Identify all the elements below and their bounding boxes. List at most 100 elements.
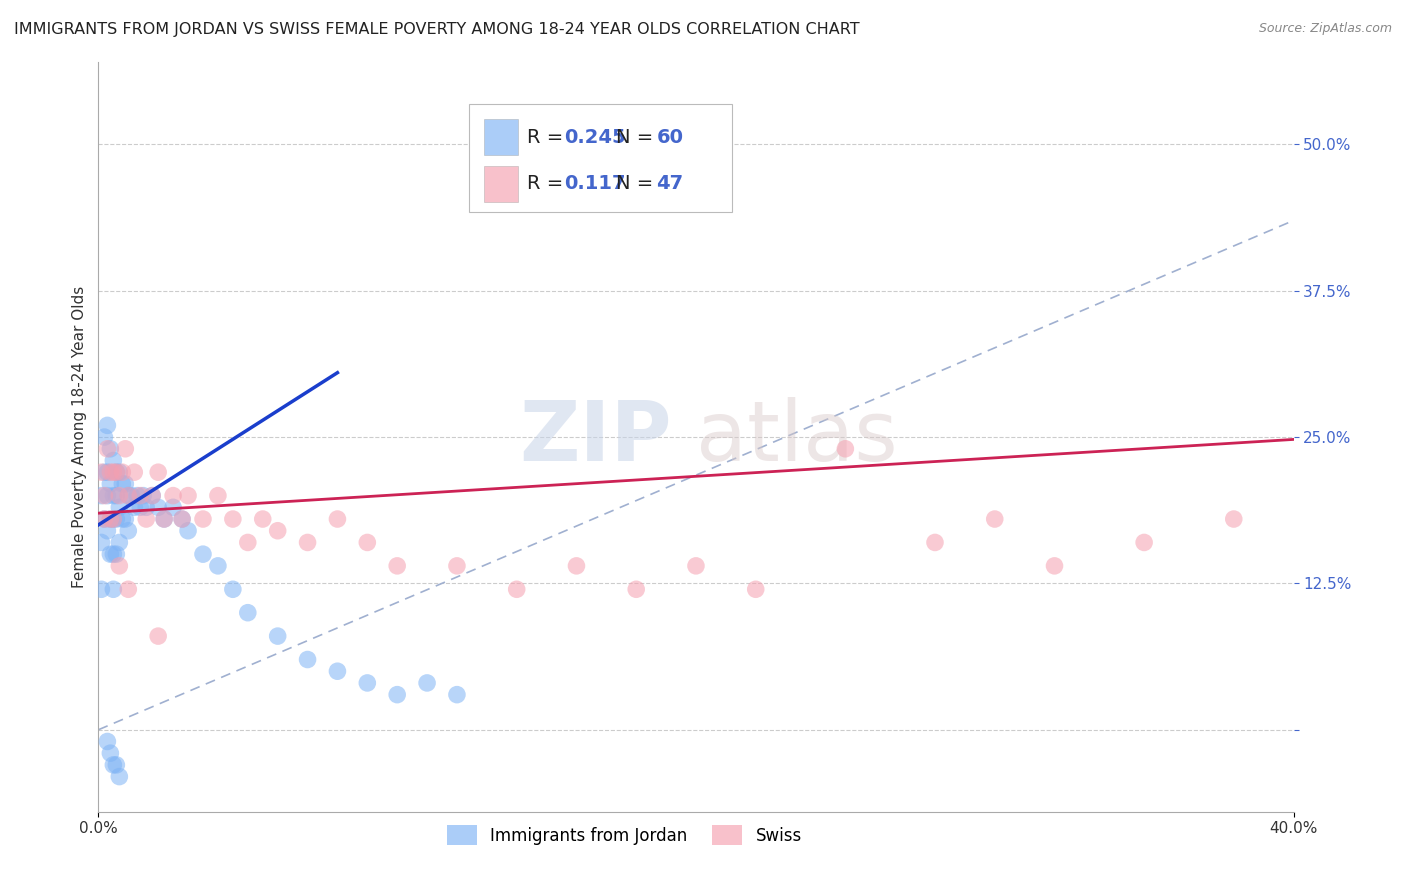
- Text: atlas: atlas: [696, 397, 897, 477]
- Point: [506, 582, 529, 597]
- Text: 60: 60: [657, 128, 683, 147]
- Point: [105, 489, 128, 503]
- Point: [96, 465, 118, 479]
- Point: [117, 489, 139, 503]
- Point: [111, 465, 134, 479]
- Text: N =: N =: [616, 128, 659, 147]
- Point: [446, 558, 468, 573]
- Point: [90, 535, 112, 549]
- Point: [177, 524, 200, 538]
- Point: [108, 535, 131, 549]
- Point: [117, 489, 139, 503]
- Point: [745, 582, 768, 597]
- Point: [103, 512, 125, 526]
- Point: [222, 512, 245, 526]
- Point: [93, 512, 115, 526]
- Point: [297, 535, 319, 549]
- Point: [297, 652, 319, 666]
- Point: [267, 629, 290, 643]
- Point: [135, 500, 157, 515]
- Point: [111, 476, 134, 491]
- FancyBboxPatch shape: [485, 120, 517, 155]
- Point: [105, 465, 128, 479]
- Point: [103, 757, 125, 772]
- Point: [129, 500, 152, 515]
- Point: [96, 524, 118, 538]
- Text: 0.245: 0.245: [565, 128, 626, 147]
- Point: [90, 582, 112, 597]
- Point: [141, 489, 163, 503]
- Point: [236, 535, 259, 549]
- Point: [252, 512, 274, 526]
- Point: [103, 582, 125, 597]
- Point: [416, 676, 439, 690]
- Text: Source: ZipAtlas.com: Source: ZipAtlas.com: [1258, 22, 1392, 36]
- Text: N =: N =: [616, 174, 659, 194]
- Point: [103, 512, 125, 526]
- Point: [565, 558, 588, 573]
- Point: [153, 512, 176, 526]
- Point: [326, 512, 349, 526]
- FancyBboxPatch shape: [470, 103, 733, 212]
- Point: [98, 442, 122, 456]
- Point: [90, 489, 112, 503]
- Point: [108, 500, 131, 515]
- Point: [191, 512, 214, 526]
- Point: [103, 489, 125, 503]
- Point: [222, 582, 245, 597]
- Point: [105, 465, 128, 479]
- Text: R =: R =: [527, 174, 569, 194]
- Point: [98, 547, 122, 561]
- Point: [326, 664, 349, 678]
- Point: [172, 512, 194, 526]
- Point: [685, 558, 707, 573]
- Point: [98, 746, 122, 760]
- Point: [132, 489, 155, 503]
- Point: [90, 465, 112, 479]
- Point: [103, 547, 125, 561]
- Point: [124, 500, 146, 515]
- Point: [103, 465, 125, 479]
- Point: [356, 676, 378, 690]
- Text: 47: 47: [657, 174, 683, 194]
- Point: [148, 500, 170, 515]
- Point: [108, 770, 131, 784]
- Point: [93, 465, 115, 479]
- Point: [105, 757, 128, 772]
- Point: [108, 558, 131, 573]
- Point: [207, 558, 229, 573]
- Point: [98, 512, 122, 526]
- Point: [177, 489, 200, 503]
- Point: [124, 465, 146, 479]
- Point: [385, 688, 409, 702]
- Legend: Immigrants from Jordan, Swiss: Immigrants from Jordan, Swiss: [440, 819, 808, 852]
- Point: [93, 430, 115, 444]
- Point: [120, 489, 142, 503]
- Point: [93, 512, 115, 526]
- Point: [148, 465, 170, 479]
- Point: [114, 442, 136, 456]
- Point: [153, 512, 176, 526]
- Point: [129, 489, 152, 503]
- Point: [1133, 535, 1156, 549]
- Point: [108, 489, 131, 503]
- Point: [1043, 558, 1066, 573]
- Point: [96, 442, 118, 456]
- Point: [96, 489, 118, 503]
- Point: [96, 734, 118, 748]
- Point: [114, 476, 136, 491]
- Point: [626, 582, 648, 597]
- Y-axis label: Female Poverty Among 18-24 Year Olds: Female Poverty Among 18-24 Year Olds: [72, 286, 87, 588]
- Point: [446, 688, 468, 702]
- Point: [103, 453, 125, 467]
- Point: [191, 547, 214, 561]
- Point: [114, 512, 136, 526]
- Point: [984, 512, 1007, 526]
- Text: ZIP: ZIP: [520, 397, 672, 477]
- FancyBboxPatch shape: [485, 166, 517, 202]
- Point: [162, 489, 184, 503]
- Point: [267, 524, 290, 538]
- Point: [108, 465, 131, 479]
- Point: [172, 512, 194, 526]
- Point: [385, 558, 409, 573]
